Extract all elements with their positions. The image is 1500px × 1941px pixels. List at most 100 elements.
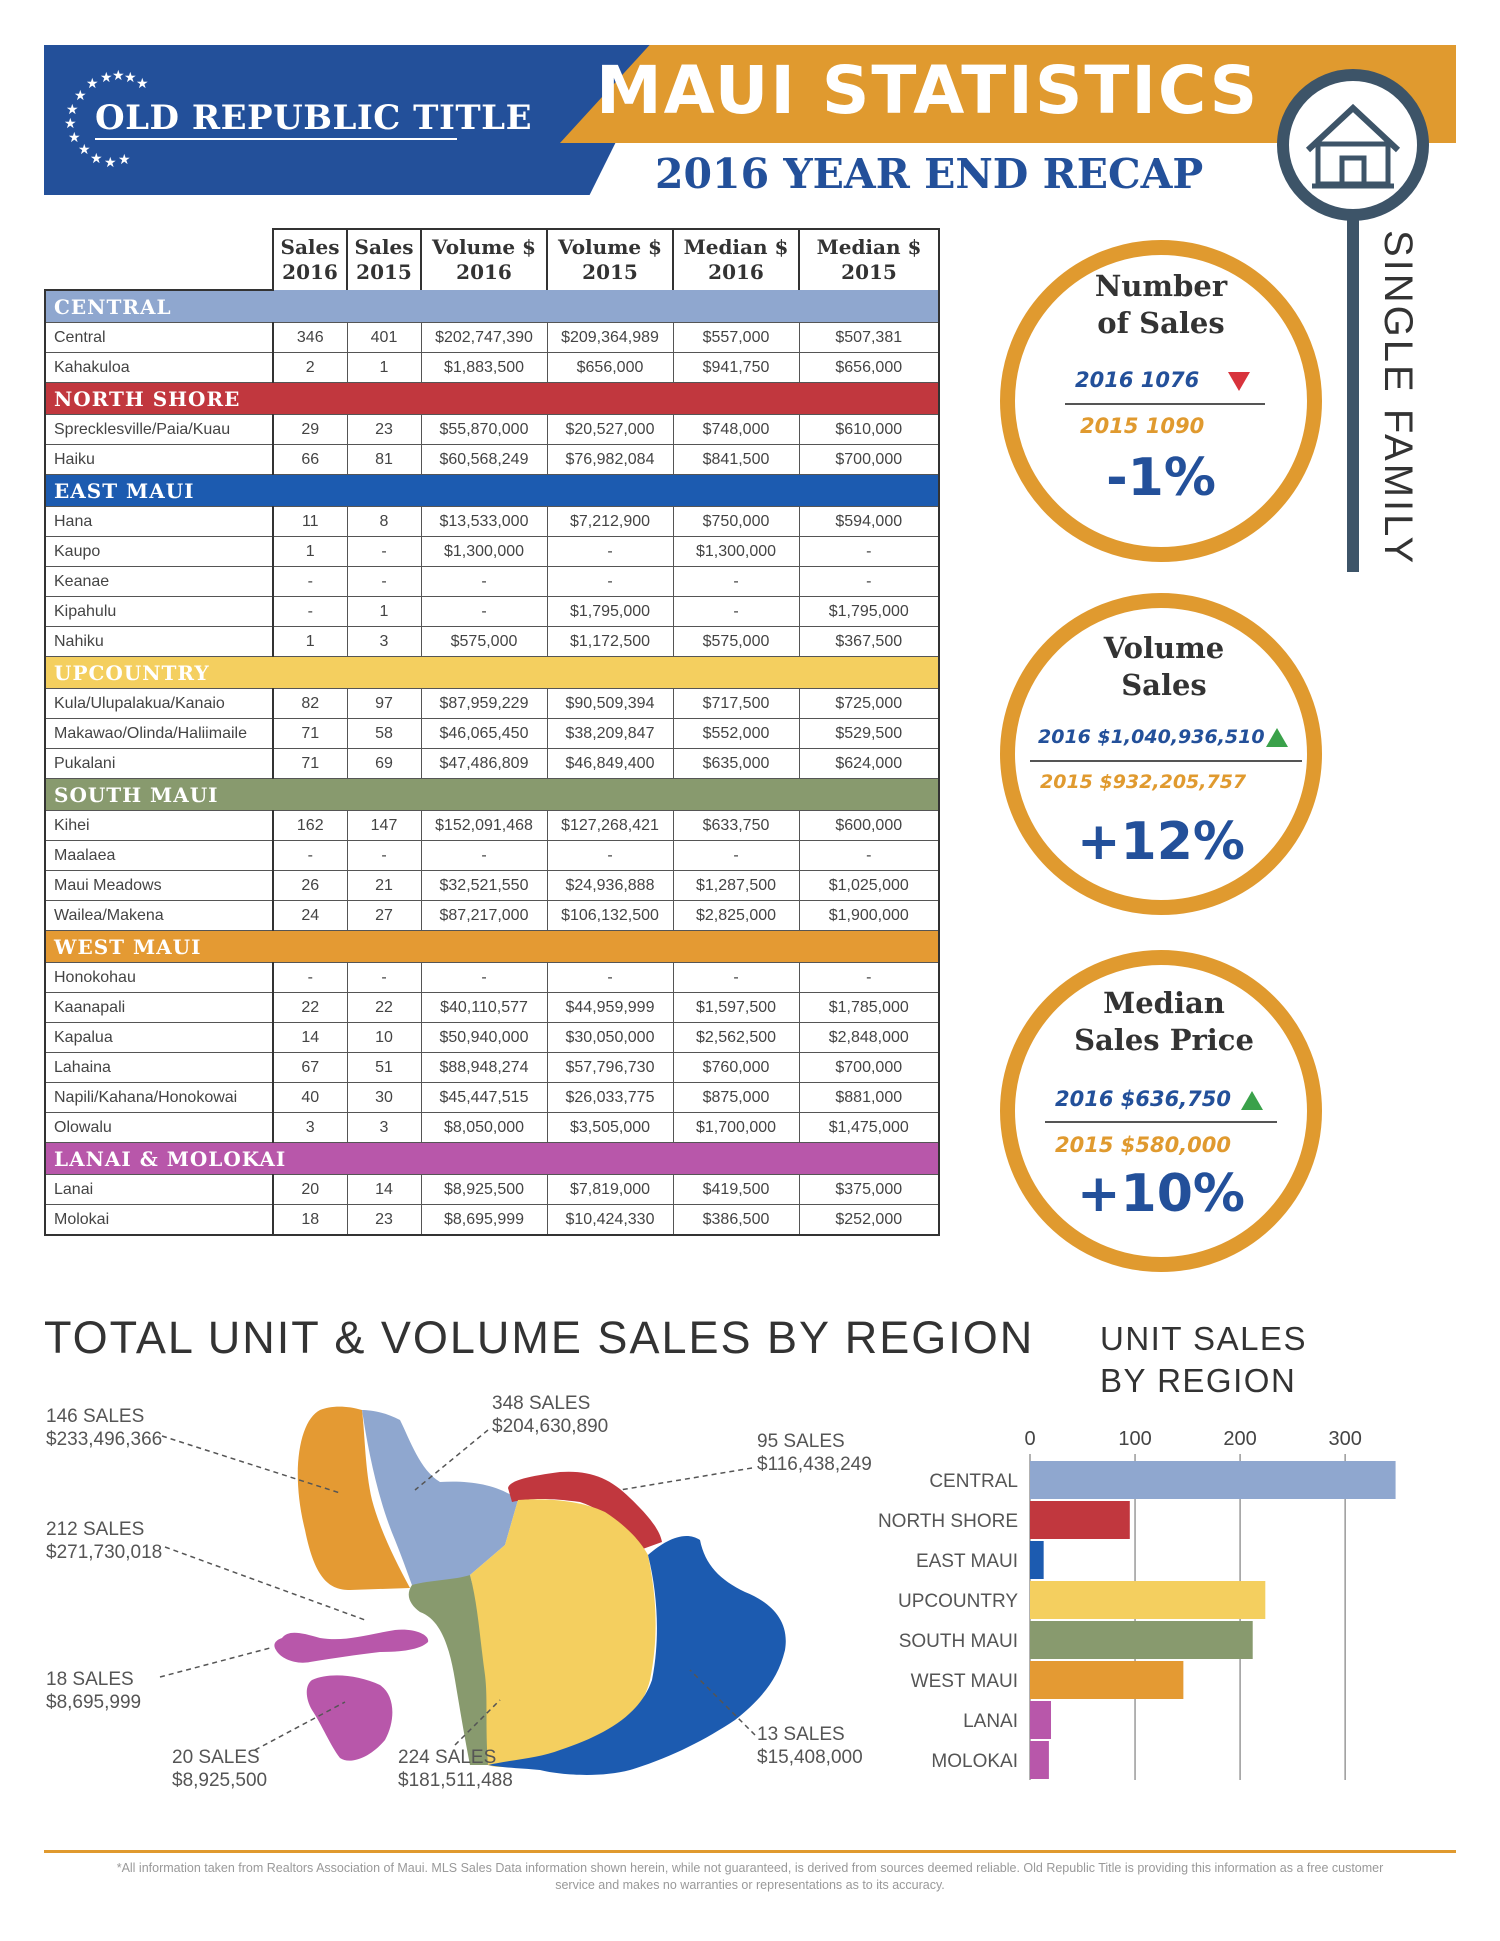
table-row: Olowalu 3 3 $8,050,000 $3,505,000 $1,700,000 $… [44, 1112, 940, 1143]
table-row: Haiku 66 81 $60,568,249 $76,982,084 $841,500 $… [44, 444, 940, 475]
table-cell: 14 [272, 1022, 348, 1053]
stat-title: Number of Sales [1094, 269, 1228, 340]
stat-2016-line: 2016 $1,040,936,510 [1038, 726, 1265, 748]
table-cell: - [420, 596, 548, 627]
table-cell: $1,025,000 [798, 870, 940, 901]
svg-text:★: ★ [78, 142, 91, 158]
table-cell: $507,381 [798, 322, 940, 353]
map-region-lanai [306, 1675, 393, 1761]
table-cell: $1,900,000 [798, 900, 940, 931]
table-cell: $8,925,500 [420, 1174, 548, 1205]
table-cell: $127,268,421 [546, 810, 674, 841]
table-cell: $750,000 [672, 506, 800, 537]
map-region-west-maui [297, 1406, 410, 1590]
table-cell: 1 [272, 536, 348, 567]
stat-percent: +10% [1076, 1164, 1246, 1224]
x-tick-label: 300 [1328, 1428, 1361, 1450]
table-cell: 51 [346, 1052, 422, 1083]
table-cell: 81 [346, 444, 422, 475]
table-cell: $2,848,000 [798, 1022, 940, 1053]
area-name-cell: Kipahulu [44, 596, 274, 627]
table-cell: - [546, 566, 674, 597]
table-row: Central 346 401 $202,747,390 $209,364,989 $55… [44, 322, 940, 353]
category-label: CENTRAL [929, 1471, 1018, 1492]
table-row: Hana 11 8 $13,533,000 $7,212,900 $750,000 $594… [44, 506, 940, 537]
table-cell: 18 [272, 1204, 348, 1236]
table-cell: $748,000 [672, 414, 800, 445]
brand-logo-text: OLD REPUBLIC TITLE [95, 98, 533, 138]
table-header-row: Sales 2016 Sales 2015 Volume $ 2016 Volu… [45, 228, 940, 291]
table-cell: $202,747,390 [420, 322, 548, 353]
map-region-upcountry [470, 1499, 656, 1768]
area-name-cell: Molokai [44, 1204, 274, 1236]
svg-text:★: ★ [64, 116, 77, 132]
table-cell: - [272, 596, 348, 627]
area-name-cell: Haiku [44, 444, 274, 475]
table-cell: $32,521,550 [420, 870, 548, 901]
table-row: Kipahulu -1- $1,795,000- $1,795,000 [44, 596, 940, 627]
table-cell: - [798, 840, 940, 871]
footer-divider [44, 1850, 1456, 1853]
maui-map [159, 1406, 786, 1775]
table-cell: - [420, 962, 548, 993]
table-cell: 26 [272, 870, 348, 901]
table-cell: $26,033,775 [546, 1082, 674, 1113]
map-label-south-maui: 212 SALES $271,730,018 [46, 1519, 163, 1563]
table-cell: $45,447,515 [420, 1082, 548, 1113]
svg-text:★: ★ [68, 130, 81, 146]
table-cell: 11 [272, 506, 348, 537]
table-cell: $624,000 [798, 748, 940, 779]
area-name-cell: Honokohau [44, 962, 274, 993]
table-cell: 66 [272, 444, 348, 475]
area-name-cell: Nahiku [44, 626, 274, 657]
region-header-row: CENTRAL [44, 290, 940, 323]
stat-divider [1065, 403, 1265, 405]
chart-title: UNIT SALES BY REGION [1100, 1320, 1307, 1399]
map-region-central [362, 1410, 518, 1590]
region-header-row: SOUTH MAUI [44, 778, 940, 811]
table-cell: $841,500 [672, 444, 800, 475]
table-cell: $47,486,809 [420, 748, 548, 779]
area-name-cell: Kaanapali [44, 992, 274, 1023]
table-cell: - [272, 962, 348, 993]
table-cell: $656,000 [798, 352, 940, 383]
table-cell: 40 [272, 1082, 348, 1113]
table-cell: 23 [346, 1204, 422, 1236]
table-cell: 82 [272, 688, 348, 719]
region-name: CENTRAL [44, 290, 940, 323]
table-cell: 22 [272, 992, 348, 1023]
table-cell: 97 [346, 688, 422, 719]
table-cell: 27 [346, 900, 422, 931]
brand-underline [95, 138, 457, 140]
stat-percent: +12% [1076, 812, 1246, 872]
table-cell: $529,500 [798, 718, 940, 749]
table-cell: 30 [346, 1082, 422, 1113]
table-cell: - [672, 566, 800, 597]
table-cell: $55,870,000 [420, 414, 548, 445]
table-cell: $76,982,084 [546, 444, 674, 475]
stat-2015-line: 2015 1090 [1080, 414, 1205, 438]
table-cell: - [420, 566, 548, 597]
table-cell: $106,132,500 [546, 900, 674, 931]
table-row: Kaupo 1- $1,300,000- $1,300,000- [44, 536, 940, 567]
table-cell: $1,172,500 [546, 626, 674, 657]
table-row: Keanae - - - - - - [44, 566, 940, 597]
table-cell: $367,500 [798, 626, 940, 657]
table-cell: $57,796,730 [546, 1052, 674, 1083]
area-name-cell: Lahaina [44, 1052, 274, 1083]
map-label-molokai: 18 SALES $8,695,999 [46, 1669, 142, 1713]
area-name-cell: Hana [44, 506, 274, 537]
table-cell: $635,000 [672, 748, 800, 779]
area-name-cell: Napili/Kahana/Honokowai [44, 1082, 274, 1113]
table-cell: $1,300,000 [420, 536, 548, 567]
table-cell: $40,110,577 [420, 992, 548, 1023]
table-row: Kaanapali 22 22 $40,110,577 $44,959,999 $1,59… [44, 992, 940, 1023]
map-label-central: 348 SALES $204,630,890 [492, 1393, 609, 1437]
region-name: EAST MAUI [44, 474, 940, 507]
table-cell: $419,500 [672, 1174, 800, 1205]
column-header: Volume $ 2015 [546, 228, 674, 290]
column-header: Sales 2016 [272, 228, 348, 290]
table-cell: 346 [272, 322, 348, 353]
table-cell: 14 [346, 1174, 422, 1205]
x-tick-label: 0 [1024, 1428, 1035, 1450]
